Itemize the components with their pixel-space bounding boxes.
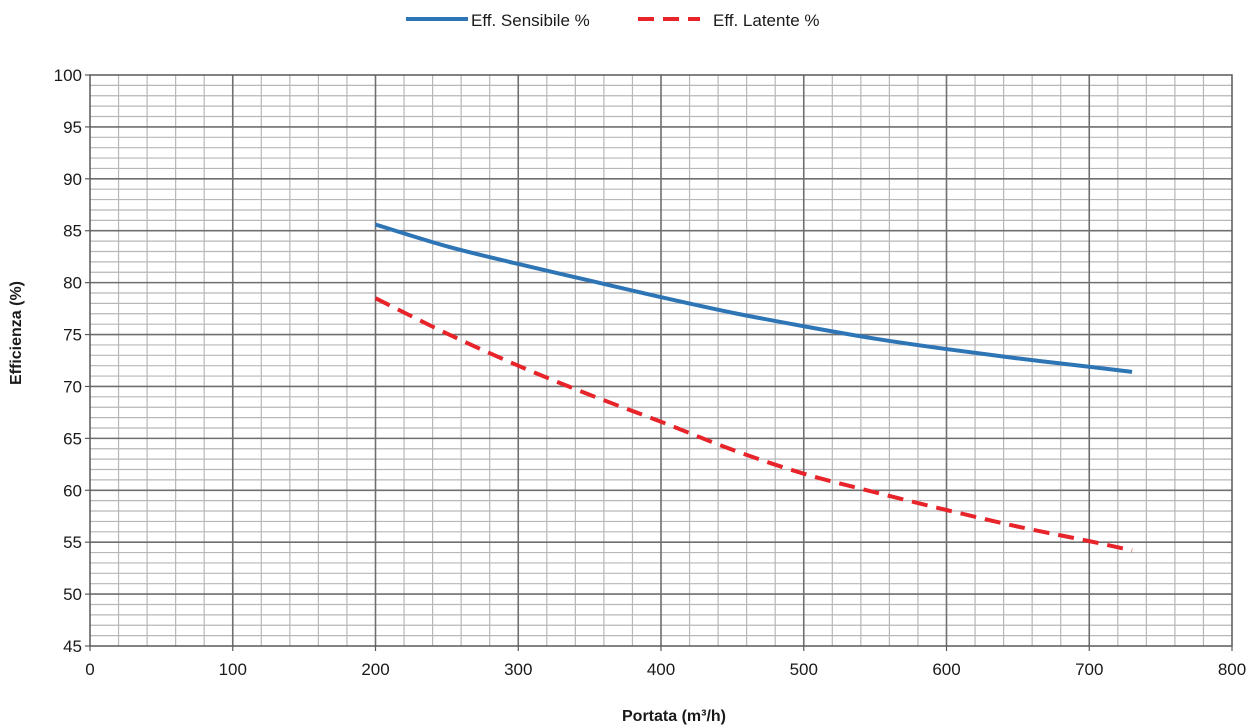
x-tick-label: 0 xyxy=(85,660,94,679)
y-axis-tick-labels: 45 50 55 60 65 70 75 80 85 90 95 100 xyxy=(54,66,90,656)
series-line-sensibile xyxy=(374,222,1133,374)
y-tick-label: 50 xyxy=(63,585,82,604)
y-axis-title: Efficienza (%) xyxy=(8,281,25,385)
x-tick-label: 400 xyxy=(647,660,675,679)
x-tick-label: 200 xyxy=(361,660,389,679)
y-tick-label: 55 xyxy=(63,533,82,552)
x-tick-label: 500 xyxy=(790,660,818,679)
y-tick-label: 85 xyxy=(63,222,82,241)
x-tick-label: 300 xyxy=(504,660,532,679)
series-lines xyxy=(374,222,1133,553)
legend: Eff. Sensibile % Eff. Latente % xyxy=(406,11,819,30)
legend-label-latente: Eff. Latente % xyxy=(713,11,819,30)
y-tick-label: 95 xyxy=(63,118,82,137)
y-tick-label: 60 xyxy=(63,481,82,500)
y-tick-label: 80 xyxy=(63,274,82,293)
y-tick-label: 90 xyxy=(63,170,82,189)
x-axis-tick-labels: 0 100 200 300 400 500 600 700 800 xyxy=(85,646,1246,679)
x-tick-label: 600 xyxy=(932,660,960,679)
major-gridlines xyxy=(90,75,1232,646)
y-tick-label: 45 xyxy=(63,637,82,656)
y-tick-label: 100 xyxy=(54,66,82,85)
x-tick-label: 800 xyxy=(1218,660,1246,679)
series-line-latente xyxy=(374,296,1133,553)
legend-label-sensibile: Eff. Sensibile % xyxy=(471,11,590,30)
x-tick-label: 100 xyxy=(219,660,247,679)
y-tick-label: 70 xyxy=(63,377,82,396)
y-tick-label: 65 xyxy=(63,429,82,448)
y-tick-label: 75 xyxy=(63,326,82,345)
x-tick-label: 700 xyxy=(1075,660,1103,679)
x-axis-title: Portata (m³/h) xyxy=(622,708,726,725)
